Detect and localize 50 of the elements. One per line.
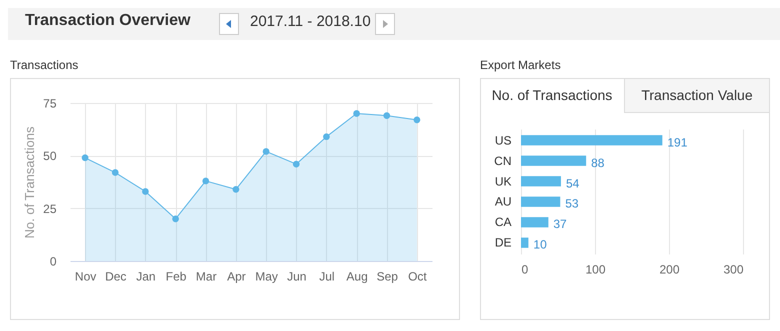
point (323, 133, 330, 140)
y-tick-label: CA (494, 215, 512, 230)
y-tick-label: DE (494, 236, 512, 250)
data-label: 53 (565, 196, 579, 211)
x-tick-label: Jun (287, 270, 306, 284)
y-tick-label: AU (494, 194, 512, 209)
x-tick-label: 200 (659, 262, 680, 276)
point (82, 154, 88, 162)
x-tick-label: Dec (105, 270, 126, 284)
point (112, 169, 119, 176)
text: No. of Transactions (481, 79, 623, 112)
y-tick-label: 50 (43, 149, 57, 164)
y-tick-label: CN (494, 154, 512, 168)
y-tick-label: US (494, 133, 512, 148)
x-tick-label: Mar (196, 270, 217, 284)
point (142, 188, 149, 195)
x-tick-label: Jul (319, 270, 335, 284)
point (202, 178, 210, 184)
x-tick-label: Feb (166, 270, 187, 284)
point (262, 148, 270, 155)
x-tick-label: Sep (376, 270, 398, 284)
data-label: 10 (533, 238, 548, 252)
point (414, 116, 420, 124)
text: Transaction Overview (25, 12, 190, 30)
point (292, 160, 300, 168)
text: 2017.11 - 2018.10 (250, 13, 371, 30)
point (172, 216, 179, 222)
y-tick-label: 25 (43, 202, 57, 216)
chart-title: Export Markets (480, 58, 561, 72)
x-tick-label: 0 (522, 262, 528, 276)
y-tick-label: 75 (43, 96, 57, 110)
text: Transaction Value (624, 79, 769, 113)
x-tick-label: Aug (346, 270, 368, 284)
x-tick-label: 300 (723, 262, 744, 276)
data-label: 191 (667, 135, 688, 150)
y-axis-title: No. of Transactions (22, 126, 38, 238)
x-tick-label: Apr (227, 270, 246, 284)
x-tick-label: Oct (408, 270, 428, 284)
x-tick-label: Jan (136, 270, 156, 284)
point (232, 186, 240, 193)
data-label: 54 (566, 176, 580, 190)
data-label: 88 (591, 156, 605, 170)
x-tick-label: Nov (74, 270, 96, 284)
point (353, 110, 360, 117)
x-tick-label: 100 (585, 262, 606, 276)
y-tick-label: UK (494, 174, 512, 188)
data-label: 37 (553, 217, 568, 232)
chart-title: Transactions (10, 58, 78, 72)
x-tick-label: May (255, 270, 278, 284)
point (383, 112, 390, 119)
